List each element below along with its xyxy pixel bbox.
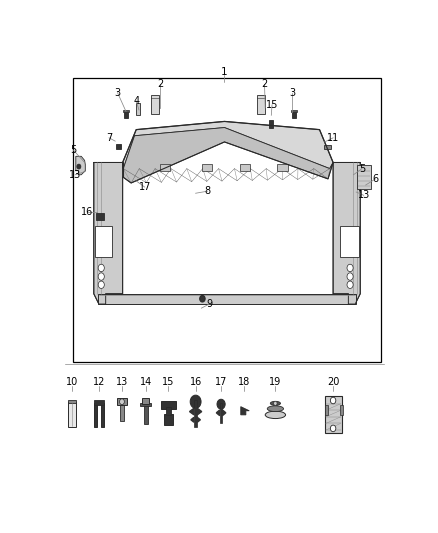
Polygon shape bbox=[76, 156, 85, 175]
Text: 15: 15 bbox=[162, 377, 175, 387]
Circle shape bbox=[98, 264, 104, 272]
Bar bbox=[95, 226, 113, 257]
Polygon shape bbox=[197, 417, 200, 422]
Circle shape bbox=[217, 399, 225, 409]
Circle shape bbox=[330, 397, 336, 404]
Bar bbox=[101, 402, 104, 427]
Bar bbox=[340, 226, 359, 257]
Bar bbox=[291, 110, 297, 112]
Text: 6: 6 bbox=[372, 174, 378, 184]
Bar bbox=[116, 144, 121, 149]
Polygon shape bbox=[123, 127, 333, 183]
Polygon shape bbox=[216, 410, 220, 416]
Text: 5: 5 bbox=[70, 145, 77, 155]
Bar bbox=[268, 120, 273, 127]
Circle shape bbox=[190, 395, 201, 408]
Text: 11: 11 bbox=[327, 133, 339, 143]
Bar bbox=[324, 145, 332, 149]
Circle shape bbox=[200, 295, 205, 302]
Bar bbox=[96, 213, 104, 220]
Text: 15: 15 bbox=[266, 100, 278, 110]
Text: 13: 13 bbox=[357, 190, 370, 200]
Polygon shape bbox=[94, 163, 123, 304]
Text: 19: 19 bbox=[269, 377, 282, 387]
Polygon shape bbox=[223, 410, 226, 416]
Bar bbox=[339, 405, 343, 415]
Text: 2: 2 bbox=[157, 79, 163, 90]
Bar bbox=[325, 395, 342, 432]
Text: 16: 16 bbox=[190, 377, 202, 387]
Circle shape bbox=[330, 425, 336, 432]
Text: 5: 5 bbox=[359, 164, 365, 174]
Bar bbox=[120, 402, 124, 421]
Text: 14: 14 bbox=[140, 377, 152, 387]
Bar bbox=[68, 402, 77, 427]
Text: 1: 1 bbox=[221, 67, 228, 77]
Bar bbox=[166, 407, 171, 415]
Text: 3: 3 bbox=[114, 88, 120, 98]
Text: 4: 4 bbox=[133, 96, 139, 106]
Polygon shape bbox=[123, 122, 333, 168]
Bar bbox=[94, 400, 104, 405]
Circle shape bbox=[120, 399, 124, 405]
Text: 17: 17 bbox=[138, 182, 151, 192]
Text: 7: 7 bbox=[106, 133, 112, 143]
Bar bbox=[74, 78, 381, 361]
Circle shape bbox=[347, 273, 353, 280]
Bar bbox=[117, 399, 127, 405]
Text: 12: 12 bbox=[93, 377, 105, 387]
Bar bbox=[292, 111, 296, 118]
Circle shape bbox=[98, 273, 104, 280]
Circle shape bbox=[274, 401, 277, 406]
Bar bbox=[161, 401, 176, 409]
Bar bbox=[124, 110, 129, 112]
Text: 9: 9 bbox=[206, 299, 212, 309]
Bar bbox=[202, 164, 212, 172]
Bar bbox=[278, 164, 288, 172]
Text: 13: 13 bbox=[116, 377, 128, 387]
Circle shape bbox=[347, 264, 353, 272]
Polygon shape bbox=[241, 407, 249, 415]
Circle shape bbox=[347, 281, 353, 288]
Text: 13: 13 bbox=[69, 170, 81, 180]
Bar bbox=[257, 95, 265, 115]
Ellipse shape bbox=[270, 401, 280, 406]
Bar bbox=[68, 400, 77, 403]
Bar bbox=[144, 404, 148, 424]
Text: 3: 3 bbox=[290, 88, 295, 98]
Bar bbox=[325, 405, 328, 415]
Bar bbox=[142, 399, 149, 404]
Bar bbox=[220, 403, 223, 423]
Bar bbox=[140, 403, 151, 406]
Text: 2: 2 bbox=[261, 79, 268, 90]
Text: 20: 20 bbox=[327, 377, 339, 387]
Polygon shape bbox=[190, 408, 194, 415]
Bar bbox=[164, 414, 173, 425]
Bar bbox=[357, 165, 371, 189]
Text: 16: 16 bbox=[81, 207, 93, 217]
Text: 8: 8 bbox=[205, 186, 211, 196]
Ellipse shape bbox=[267, 406, 283, 411]
Circle shape bbox=[98, 281, 104, 288]
Bar bbox=[240, 164, 250, 172]
Polygon shape bbox=[98, 294, 356, 304]
Bar bbox=[124, 111, 128, 118]
Text: 10: 10 bbox=[66, 377, 78, 387]
Polygon shape bbox=[197, 408, 202, 415]
Bar bbox=[194, 400, 197, 427]
Circle shape bbox=[77, 164, 81, 169]
Ellipse shape bbox=[265, 411, 286, 418]
Bar bbox=[159, 164, 170, 172]
Polygon shape bbox=[191, 417, 194, 422]
Text: 18: 18 bbox=[238, 377, 250, 387]
Text: 17: 17 bbox=[215, 377, 227, 387]
Bar bbox=[151, 95, 159, 115]
Bar bbox=[94, 402, 97, 427]
Polygon shape bbox=[333, 163, 360, 304]
Bar bbox=[135, 103, 140, 115]
